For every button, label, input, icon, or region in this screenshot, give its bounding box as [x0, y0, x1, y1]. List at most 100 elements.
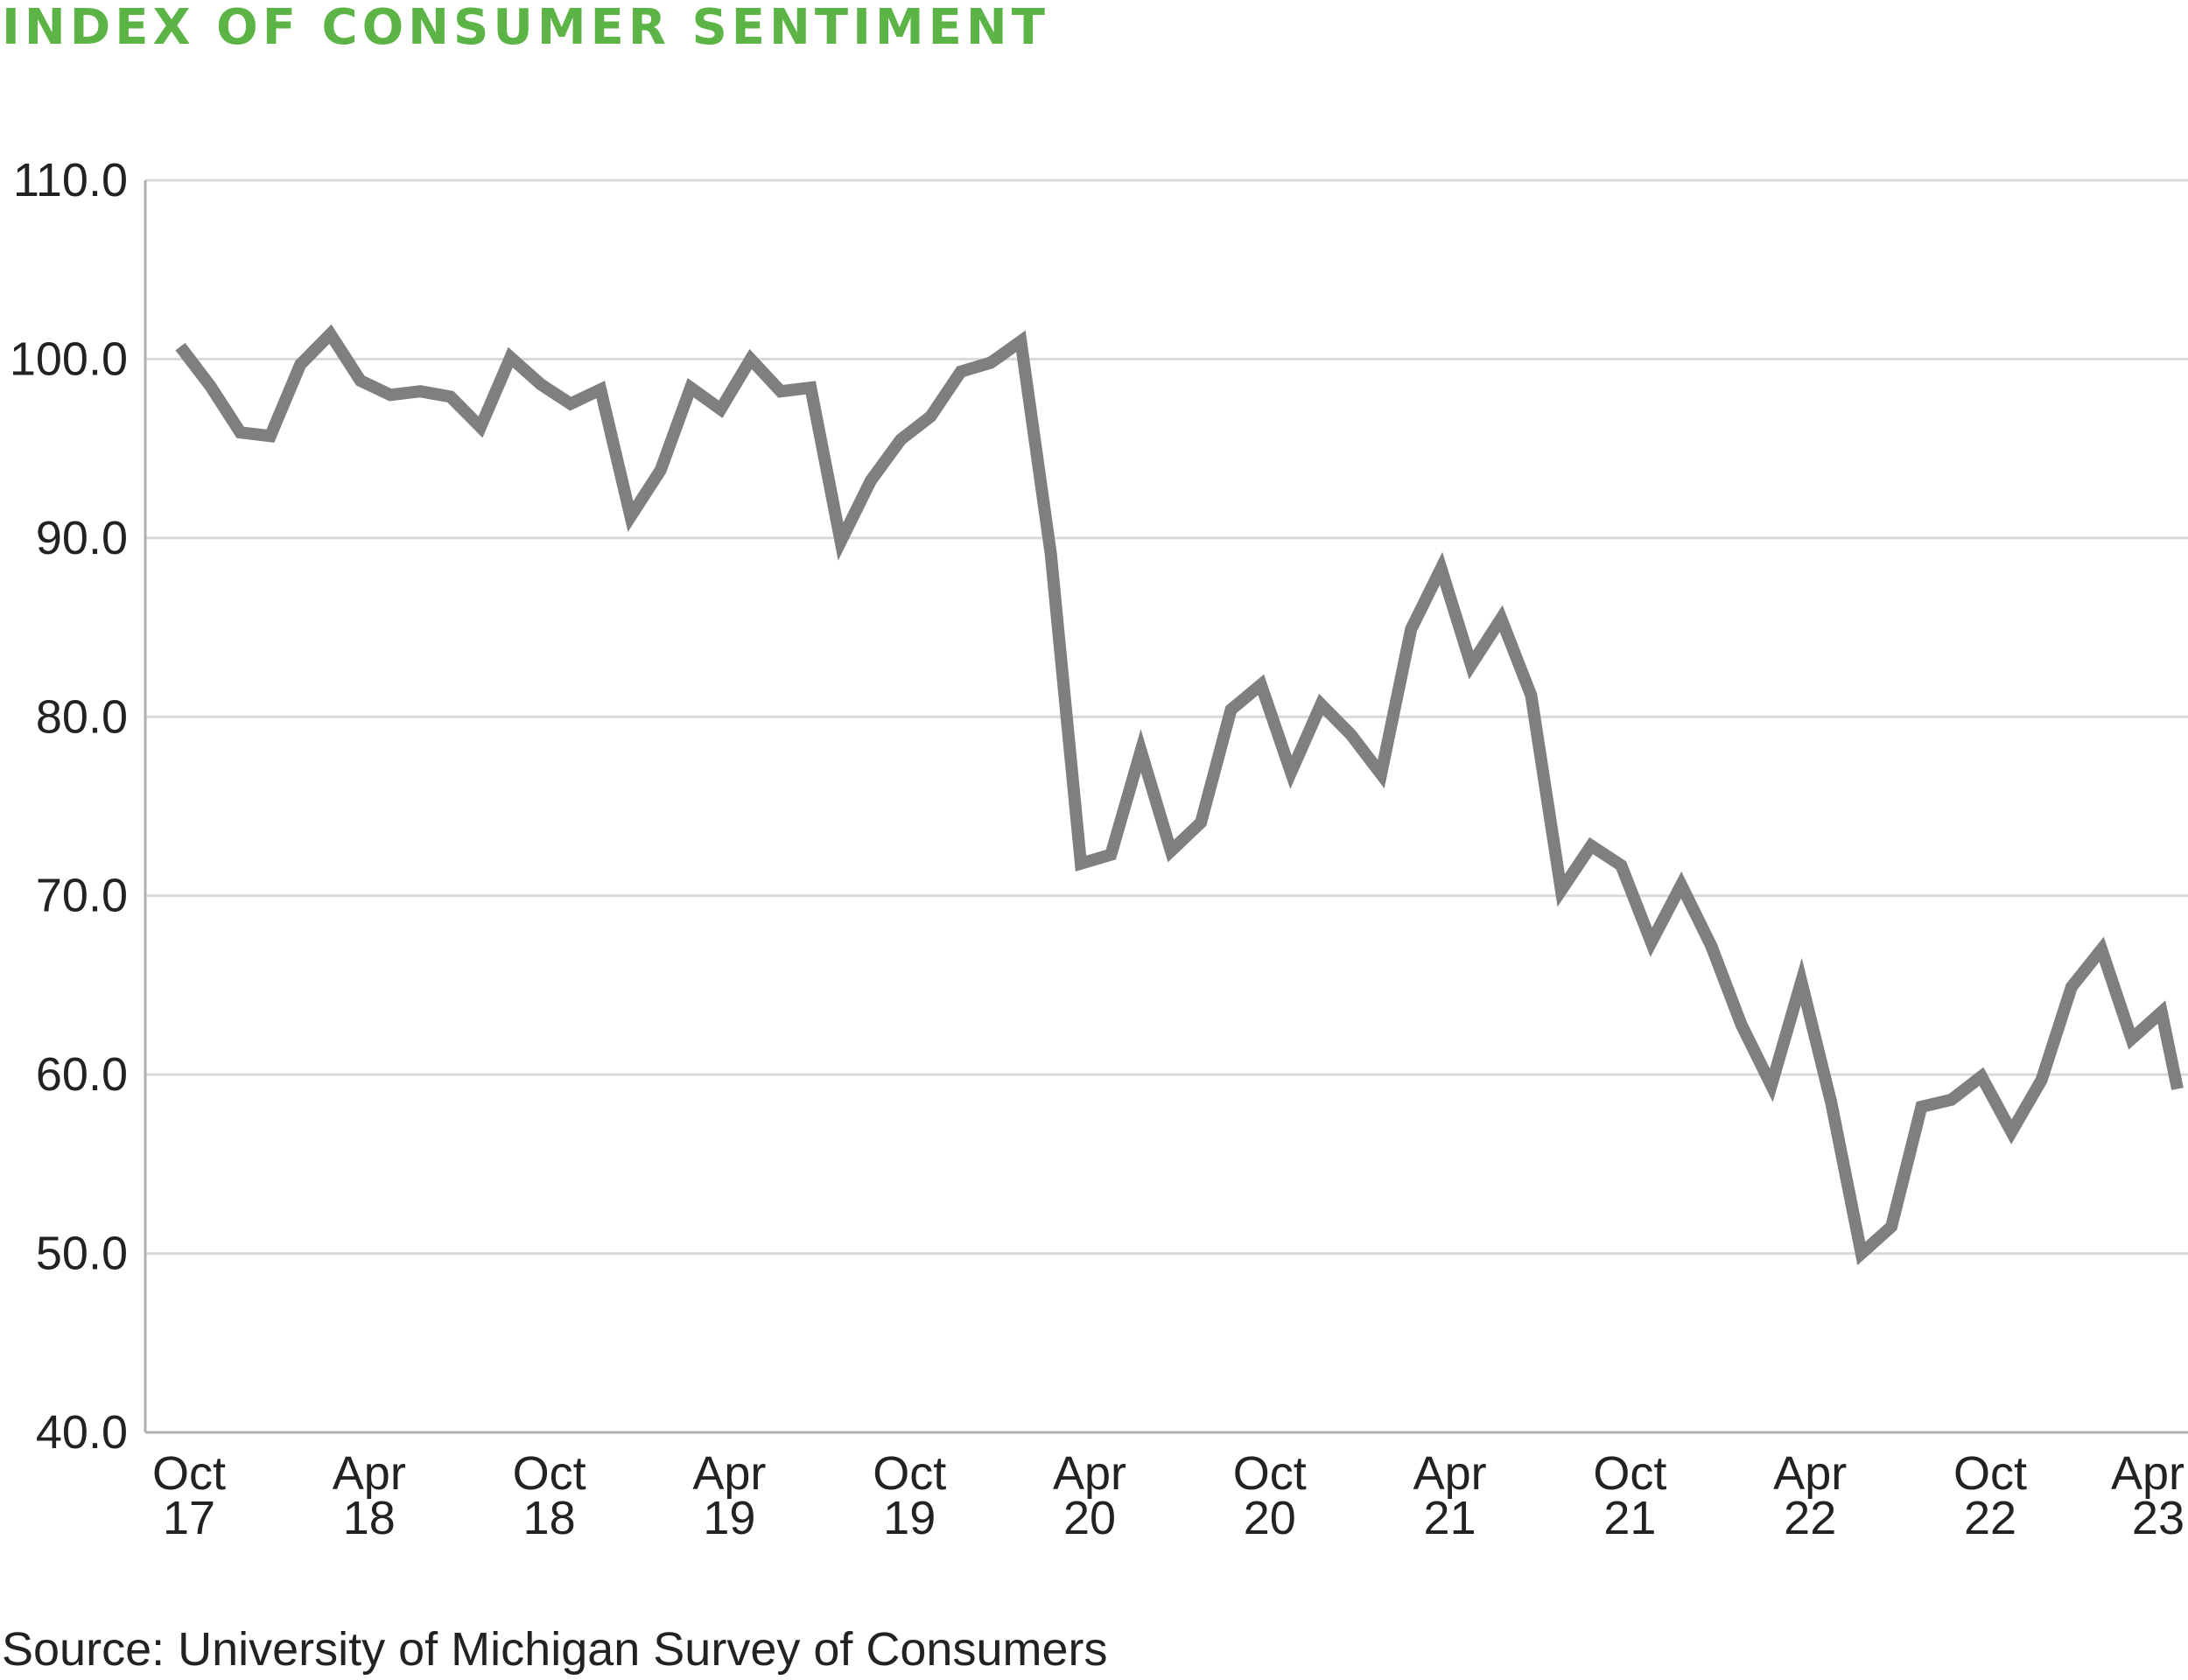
y-tick-label: 50.0: [36, 1228, 128, 1280]
y-tick-label: 70.0: [36, 870, 128, 922]
data-point: [870, 480, 872, 481]
x-tick-year: 17: [163, 1492, 215, 1544]
x-tick-year: 22: [1964, 1492, 2016, 1544]
data-point: [1231, 709, 1232, 710]
x-tick-year: 23: [2132, 1492, 2184, 1544]
data-point: [1320, 704, 1322, 705]
data-point: [1380, 774, 1382, 775]
x-tick-month: Apr: [1053, 1447, 1126, 1500]
data-point: [1110, 854, 1112, 856]
data-point: [1771, 1084, 1772, 1086]
data-point: [1020, 340, 1021, 342]
x-tick-month: Oct: [873, 1447, 946, 1500]
x-tick-month: Apr: [333, 1447, 406, 1500]
data-point: [1140, 750, 1142, 752]
data-point: [1981, 1075, 1982, 1077]
data-point: [240, 431, 242, 433]
data-point: [2010, 1131, 2012, 1133]
data-point: [660, 469, 662, 471]
data-point: [1861, 1253, 1862, 1255]
data-point: [179, 346, 181, 347]
data-point: [1290, 772, 1292, 774]
data-point: [540, 383, 542, 385]
x-tick-year: 18: [343, 1492, 396, 1544]
data-point: [1890, 1226, 1892, 1228]
y-tick-label: 100.0: [10, 332, 128, 385]
data-point: [360, 380, 361, 382]
x-tick-month: Oct: [1593, 1447, 1666, 1500]
x-axis-ticks: Oct17Apr18Oct18Apr19Oct19Apr20Oct20Apr21…: [152, 1447, 2184, 1544]
data-point: [1350, 734, 1352, 736]
data-point: [1741, 1024, 1743, 1026]
data-point: [1680, 884, 1682, 886]
data-point: [810, 387, 811, 388]
data-point: [1651, 942, 1652, 943]
data-point: [509, 356, 511, 358]
y-tick-label: 80.0: [36, 690, 128, 743]
data-point: [2071, 986, 2072, 988]
x-tick-year: 18: [523, 1492, 576, 1544]
data-point: [750, 358, 752, 360]
data-point: [1200, 822, 1202, 823]
y-tick-label: 110.0: [13, 154, 128, 206]
data-point: [2177, 1088, 2178, 1090]
data-point: [270, 435, 271, 437]
data-point: [1920, 1106, 1922, 1108]
data-point: [1951, 1099, 1953, 1101]
data-point: [389, 394, 391, 396]
data-point: [1710, 945, 1712, 947]
data-point: [330, 333, 332, 335]
x-tick-year: 22: [1784, 1492, 1836, 1544]
data-point: [1800, 981, 1802, 983]
data-point: [299, 364, 301, 366]
data-point: [960, 371, 962, 373]
y-tick-label: 40.0: [36, 1406, 128, 1459]
data-point: [1531, 695, 1532, 696]
data-point: [2100, 948, 2102, 950]
data-point: [1170, 850, 1172, 852]
data-point: [570, 403, 572, 405]
series-points: [179, 333, 2178, 1255]
y-tick-label: 60.0: [36, 1048, 128, 1101]
data-point: [1470, 664, 1472, 666]
data-point: [1080, 863, 1082, 864]
data-point: [630, 515, 632, 517]
data-point: [2131, 1038, 2133, 1040]
data-point: [480, 426, 481, 428]
data-point: [1831, 1102, 1833, 1104]
data-point: [900, 438, 901, 440]
gridlines: [145, 178, 2188, 1256]
data-point: [209, 385, 211, 387]
x-tick-month: Oct: [1233, 1447, 1307, 1500]
x-tick-month: Oct: [1953, 1447, 2027, 1500]
data-point: [2161, 1012, 2163, 1013]
x-tick-year: 20: [1063, 1492, 1116, 1544]
data-point: [930, 416, 932, 417]
data-point: [1500, 618, 1502, 620]
x-tick-month: Oct: [513, 1447, 586, 1500]
x-tick-month: Apr: [692, 1447, 766, 1500]
x-tick-year: 19: [703, 1492, 755, 1544]
data-point: [1620, 864, 1622, 866]
data-point: [600, 388, 601, 390]
x-tick-month: Oct: [152, 1447, 226, 1500]
x-tick-month: Apr: [1413, 1447, 1487, 1500]
data-point: [450, 396, 452, 397]
data-point: [1260, 684, 1262, 686]
x-tick-year: 19: [883, 1492, 936, 1544]
data-point: [780, 390, 782, 392]
data-point: [990, 362, 992, 364]
data-point: [1441, 568, 1442, 570]
data-point: [2041, 1079, 2043, 1081]
data-point: [419, 390, 421, 392]
data-point: [840, 541, 842, 542]
x-tick-year: 20: [1244, 1492, 1296, 1544]
y-axis-ticks: 40.0 50.0 60.0 70.0 80.0 90.0 100.0 110.0: [10, 154, 128, 1459]
sentiment-series-line: [175, 324, 2184, 1265]
y-tick-label: 90.0: [36, 512, 128, 564]
x-tick-year: 21: [1603, 1492, 1656, 1544]
data-point: [1560, 890, 1562, 892]
source-note: Source: University of Michigan Survey of…: [2, 1623, 1108, 1676]
data-point: [1410, 628, 1412, 630]
